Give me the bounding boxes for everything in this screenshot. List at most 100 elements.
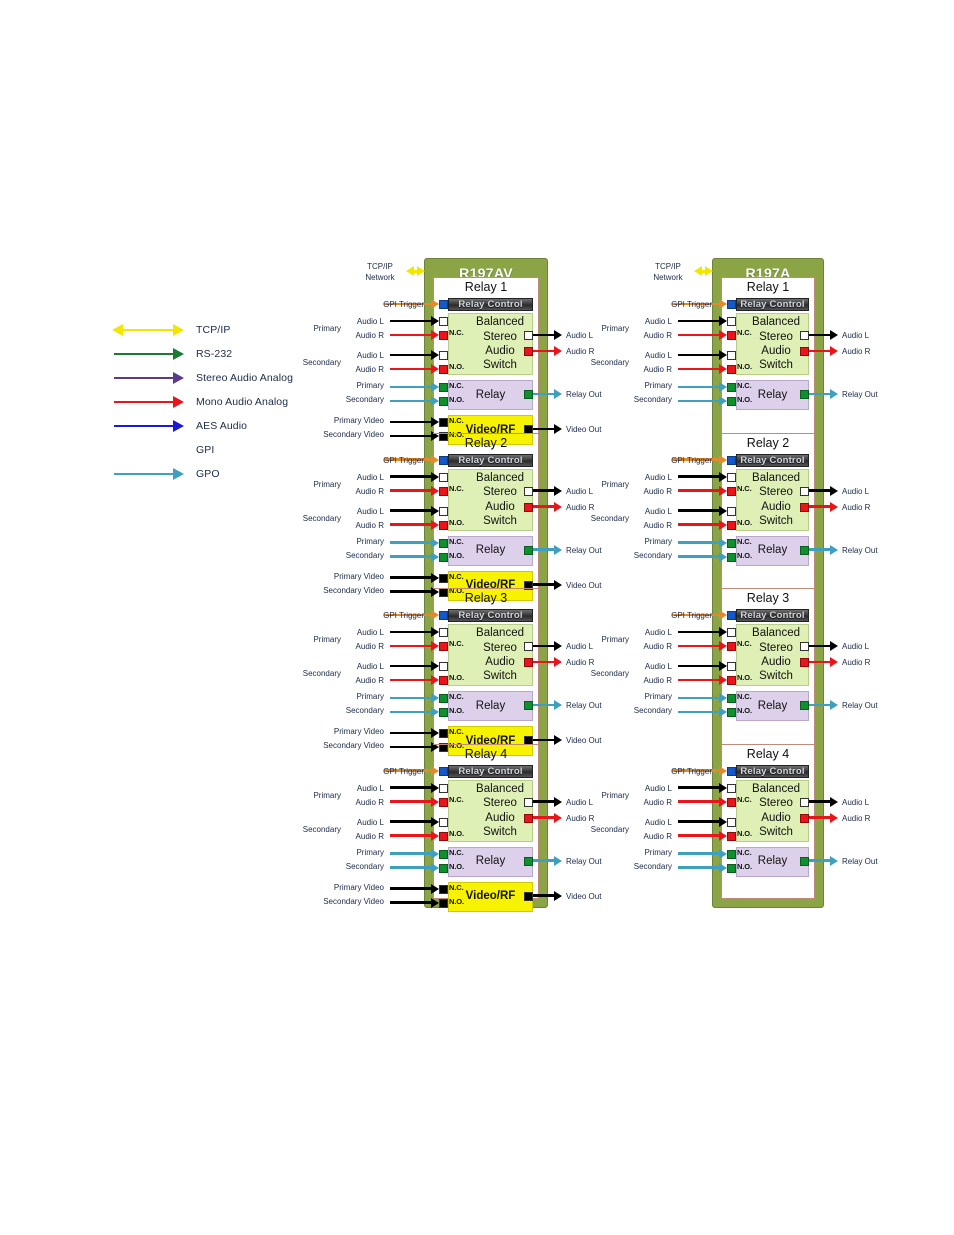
- output-audio-r-connector[interactable]: [524, 347, 533, 356]
- gpi-trigger-connector[interactable]: [439, 766, 448, 776]
- balanced-stereo-audio-switch-block[interactable]: Balanced Stereo Audio Switch: [736, 313, 809, 375]
- output-audio-l-connector[interactable]: [800, 331, 809, 340]
- secondary-audio-l-connector[interactable]: [727, 662, 736, 671]
- output-audio-l-connector[interactable]: [524, 331, 533, 340]
- gpi-trigger-connector[interactable]: [727, 611, 736, 620]
- balanced-stereo-audio-switch-block[interactable]: Balanced Stereo Audio Switch: [736, 779, 809, 842]
- relay-control-bar[interactable]: Relay Control: [736, 298, 809, 311]
- primary-audio-r-connector[interactable]: [439, 486, 448, 496]
- relay-block[interactable]: Relay: [736, 846, 809, 877]
- relay-block[interactable]: Relay: [448, 380, 533, 410]
- output-audio-l-connector[interactable]: [524, 486, 533, 496]
- output-audio-r-connector[interactable]: [524, 658, 533, 667]
- gpi-trigger-connector[interactable]: [439, 300, 448, 309]
- relay-primary-connector[interactable]: [439, 383, 448, 392]
- relay-out-connector[interactable]: [524, 390, 533, 399]
- gpi-trigger-connector[interactable]: [439, 455, 448, 465]
- video-rf-block[interactable]: Video/RF: [448, 881, 533, 912]
- relay-control-bar[interactable]: Relay Control: [448, 298, 533, 311]
- secondary-audio-r-connector[interactable]: [727, 365, 736, 374]
- video-out-connector[interactable]: [524, 580, 533, 590]
- secondary-audio-r-connector[interactable]: [727, 520, 736, 530]
- balanced-stereo-audio-switch-block[interactable]: Balanced Stereo Audio Switch: [448, 624, 533, 686]
- primary-audio-r-connector[interactable]: [727, 486, 736, 496]
- video-out-connector[interactable]: [524, 736, 533, 745]
- output-audio-l-connector[interactable]: [524, 797, 533, 807]
- secondary-audio-r-connector[interactable]: [439, 365, 448, 374]
- video-rf-block[interactable]: Video/RF: [448, 415, 533, 445]
- relay-block[interactable]: Relay: [736, 691, 809, 721]
- secondary-audio-r-connector[interactable]: [727, 831, 736, 841]
- relay-control-bar[interactable]: Relay Control: [448, 764, 533, 778]
- primary-audio-l-connector[interactable]: [727, 628, 736, 637]
- primary-audio-r-connector[interactable]: [727, 797, 736, 807]
- primary-audio-r-connector[interactable]: [727, 331, 736, 340]
- secondary-audio-l-connector[interactable]: [439, 662, 448, 671]
- primary-audio-r-connector[interactable]: [439, 797, 448, 807]
- relay-block[interactable]: Relay: [736, 535, 809, 566]
- balanced-stereo-audio-switch-block[interactable]: Balanced Stereo Audio Switch: [448, 468, 533, 531]
- relay-out-connector[interactable]: [800, 856, 809, 866]
- video-out-connector[interactable]: [524, 891, 533, 901]
- relay-primary-connector[interactable]: [727, 849, 736, 859]
- output-audio-r-connector[interactable]: [800, 502, 809, 512]
- output-audio-l-connector[interactable]: [800, 642, 809, 651]
- primary-audio-r-connector[interactable]: [439, 642, 448, 651]
- relay-primary-connector[interactable]: [439, 694, 448, 703]
- primary-audio-l-connector[interactable]: [439, 317, 448, 326]
- output-audio-r-connector[interactable]: [524, 502, 533, 512]
- video-out-connector[interactable]: [524, 425, 533, 434]
- secondary-audio-l-connector[interactable]: [727, 506, 736, 516]
- relay-out-connector[interactable]: [524, 856, 533, 866]
- primary-audio-l-connector[interactable]: [439, 628, 448, 637]
- relay-control-bar[interactable]: Relay Control: [736, 453, 809, 467]
- relay-out-connector[interactable]: [524, 545, 533, 555]
- primary-audio-l-connector[interactable]: [439, 472, 448, 482]
- primary-audio-r-connector[interactable]: [439, 331, 448, 340]
- relay-secondary-connector[interactable]: [439, 863, 448, 873]
- balanced-stereo-audio-switch-block[interactable]: Balanced Stereo Audio Switch: [448, 779, 533, 842]
- secondary-audio-l-connector[interactable]: [439, 351, 448, 360]
- gpi-trigger-connector[interactable]: [727, 455, 736, 465]
- secondary-video-connector[interactable]: [439, 898, 448, 908]
- secondary-audio-l-connector[interactable]: [727, 351, 736, 360]
- relay-control-bar[interactable]: Relay Control: [448, 453, 533, 467]
- balanced-stereo-audio-switch-block[interactable]: Balanced Stereo Audio Switch: [736, 624, 809, 686]
- output-audio-r-connector[interactable]: [800, 813, 809, 823]
- relay-block[interactable]: Relay: [448, 535, 533, 566]
- relay-primary-connector[interactable]: [439, 538, 448, 548]
- secondary-audio-r-connector[interactable]: [439, 831, 448, 841]
- secondary-audio-r-connector[interactable]: [439, 520, 448, 530]
- relay-control-bar[interactable]: Relay Control: [736, 609, 809, 622]
- relay-block[interactable]: Relay: [448, 691, 533, 721]
- secondary-audio-l-connector[interactable]: [439, 817, 448, 827]
- relay-out-connector[interactable]: [524, 701, 533, 710]
- relay-primary-connector[interactable]: [727, 383, 736, 392]
- relay-secondary-connector[interactable]: [439, 552, 448, 562]
- secondary-audio-l-connector[interactable]: [727, 817, 736, 827]
- primary-video-connector[interactable]: [439, 573, 448, 583]
- primary-audio-l-connector[interactable]: [727, 472, 736, 482]
- relay-block[interactable]: Relay: [448, 846, 533, 877]
- relay-primary-connector[interactable]: [727, 538, 736, 548]
- output-audio-l-connector[interactable]: [800, 797, 809, 807]
- output-audio-l-connector[interactable]: [524, 642, 533, 651]
- relay-out-connector[interactable]: [800, 701, 809, 710]
- output-audio-r-connector[interactable]: [800, 347, 809, 356]
- output-audio-l-connector[interactable]: [800, 486, 809, 496]
- relay-control-bar[interactable]: Relay Control: [736, 764, 809, 778]
- secondary-audio-r-connector[interactable]: [727, 676, 736, 685]
- relay-secondary-connector[interactable]: [439, 708, 448, 717]
- relay-out-connector[interactable]: [800, 545, 809, 555]
- balanced-stereo-audio-switch-block[interactable]: Balanced Stereo Audio Switch: [736, 468, 809, 531]
- primary-audio-l-connector[interactable]: [439, 783, 448, 793]
- primary-video-connector[interactable]: [439, 418, 448, 427]
- primary-audio-l-connector[interactable]: [727, 783, 736, 793]
- balanced-stereo-audio-switch-block[interactable]: Balanced Stereo Audio Switch: [448, 313, 533, 375]
- secondary-audio-r-connector[interactable]: [439, 676, 448, 685]
- primary-audio-l-connector[interactable]: [727, 317, 736, 326]
- relay-out-connector[interactable]: [800, 390, 809, 399]
- relay-secondary-connector[interactable]: [727, 552, 736, 562]
- relay-secondary-connector[interactable]: [727, 397, 736, 406]
- relay-primary-connector[interactable]: [727, 694, 736, 703]
